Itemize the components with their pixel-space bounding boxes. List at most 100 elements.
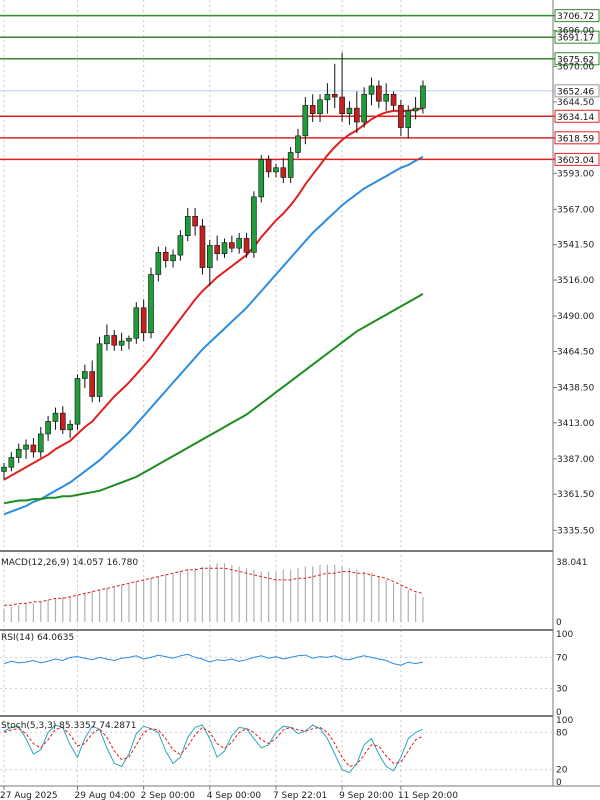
macd-plot bbox=[3, 563, 424, 622]
rsi-axis: 100 70 30 0 bbox=[556, 630, 573, 718]
bullish-candle bbox=[45, 421, 51, 435]
rsi-panel: RSI(14) 64.0635 100 70 30 0 bbox=[0, 629, 573, 718]
time-tick-label: 9 Sep 20:00 bbox=[339, 791, 394, 800]
stoch-tick-label: 100 bbox=[556, 716, 573, 726]
bullish-candle bbox=[74, 378, 81, 425]
resistance-level-label: 3706.72 bbox=[557, 12, 594, 22]
bearish-candle bbox=[376, 85, 382, 102]
bullish-candle bbox=[104, 335, 110, 345]
support-level-box bbox=[554, 131, 600, 145]
price-tick-label: 3721.50 bbox=[557, 0, 594, 1]
bullish-candle bbox=[420, 85, 426, 109]
price-tick-label: 3387.00 bbox=[557, 455, 594, 465]
support-level-label: 3603.04 bbox=[557, 156, 594, 166]
resistance-level-label: 3675.62 bbox=[557, 55, 594, 65]
support-level-label: 3618.59 bbox=[557, 134, 594, 144]
bullish-candle bbox=[170, 254, 176, 261]
rsi-plot bbox=[0, 653, 553, 690]
bullish-candle bbox=[126, 337, 132, 342]
macd-signal-line bbox=[4, 567, 424, 606]
macd-zero-label: 0 bbox=[556, 618, 562, 628]
bullish-candle bbox=[295, 135, 301, 153]
bullish-candle bbox=[67, 423, 73, 431]
bullish-candle bbox=[287, 152, 294, 178]
resistance-level-label: 3691.17 bbox=[557, 34, 594, 44]
bearish-candle bbox=[111, 335, 118, 346]
moving-average-line bbox=[3, 155, 424, 516]
bullish-candle bbox=[236, 238, 242, 249]
bullish-candle bbox=[177, 235, 184, 256]
price-tick-label: 3696.00 bbox=[557, 27, 594, 37]
bullish-candle bbox=[405, 110, 412, 128]
candlesticks bbox=[1, 52, 426, 480]
stoch-tick-label: 80 bbox=[556, 728, 568, 738]
time-tick-label: 29 Aug 04:00 bbox=[75, 791, 136, 800]
price-tick-label: 3490.00 bbox=[557, 312, 594, 322]
bullish-candle bbox=[118, 340, 125, 346]
bearish-candle bbox=[30, 444, 37, 453]
bullish-candle bbox=[52, 412, 59, 422]
price-tick-label: 3335.50 bbox=[557, 526, 594, 536]
support-resistance-levels: 3706.72 3691.17 3675.62 3634.14 3618.59 3603.… bbox=[0, 9, 600, 166]
price-axis: 3335.50 3361.50 3387.00 3413.00 3438.50 3464.… bbox=[553, 0, 594, 536]
moving-average-line bbox=[3, 107, 424, 481]
bearish-candle bbox=[214, 245, 220, 255]
bullish-candle bbox=[346, 107, 353, 114]
resistance-level-box bbox=[554, 52, 600, 66]
macd-max-label: 38.041 bbox=[556, 558, 588, 568]
bullish-candle bbox=[258, 159, 265, 198]
bullish-candle bbox=[251, 196, 257, 253]
stoch-k-line bbox=[3, 724, 424, 774]
price-tick-label: 3541.50 bbox=[557, 241, 594, 251]
bullish-candle bbox=[302, 105, 309, 137]
bullish-candle bbox=[184, 215, 191, 236]
bullish-candle bbox=[317, 99, 323, 114]
bullish-candle bbox=[133, 307, 140, 339]
bullish-candle bbox=[361, 93, 367, 123]
bullish-candle bbox=[368, 85, 375, 95]
bullish-candle bbox=[273, 167, 279, 173]
bullish-candle bbox=[15, 448, 22, 458]
bearish-candle bbox=[280, 167, 287, 178]
macd-title: MACD(12,26,9) 14.057 16.780 bbox=[1, 558, 138, 568]
price-tick-label: 3438.50 bbox=[557, 383, 594, 393]
rsi-tick-label: 70 bbox=[556, 653, 568, 663]
bearish-candle bbox=[390, 93, 397, 106]
stoch-tick-label: 0 bbox=[556, 778, 562, 788]
rsi-tick-label: 30 bbox=[556, 685, 568, 695]
bearish-candle bbox=[229, 242, 235, 249]
time-tick-label: 4 Sep 00:00 bbox=[207, 791, 262, 800]
price-tick-label: 3593.00 bbox=[557, 169, 594, 179]
bearish-candle bbox=[89, 371, 95, 397]
bullish-candle bbox=[148, 274, 154, 334]
rsi-line bbox=[3, 653, 424, 666]
stoch-tick-label: 20 bbox=[556, 766, 568, 776]
bearish-candle bbox=[353, 107, 360, 123]
stoch-plot bbox=[0, 724, 553, 774]
time-tick-label: 11 Sep 20:00 bbox=[398, 791, 458, 800]
bullish-candle bbox=[383, 93, 390, 102]
bullish-candle bbox=[155, 252, 162, 275]
bearish-candle bbox=[243, 238, 250, 253]
bullish-candle bbox=[23, 444, 29, 450]
support-level-box bbox=[554, 152, 600, 166]
rsi-tick-label: 0 bbox=[556, 708, 562, 718]
resistance-level-box bbox=[554, 30, 600, 44]
bullish-candle bbox=[82, 371, 88, 379]
rsi-tick-label: 100 bbox=[556, 630, 573, 640]
time-tick-label: 2 Sep 00:00 bbox=[141, 791, 196, 800]
price-tick-label: 3413.00 bbox=[557, 419, 594, 429]
bullish-candle bbox=[412, 107, 419, 112]
bullish-candle bbox=[96, 343, 103, 397]
time-tick-label: 27 Aug 2025 bbox=[0, 791, 58, 800]
bearish-candle bbox=[339, 96, 345, 114]
bearish-candle bbox=[331, 93, 338, 98]
price-tick-label: 3464.50 bbox=[557, 347, 594, 357]
bearish-candle bbox=[199, 225, 206, 268]
bullish-candle bbox=[37, 433, 44, 453]
support-level-label: 3634.14 bbox=[557, 113, 594, 123]
bullish-candle bbox=[8, 457, 15, 468]
moving-average-line bbox=[3, 293, 424, 505]
